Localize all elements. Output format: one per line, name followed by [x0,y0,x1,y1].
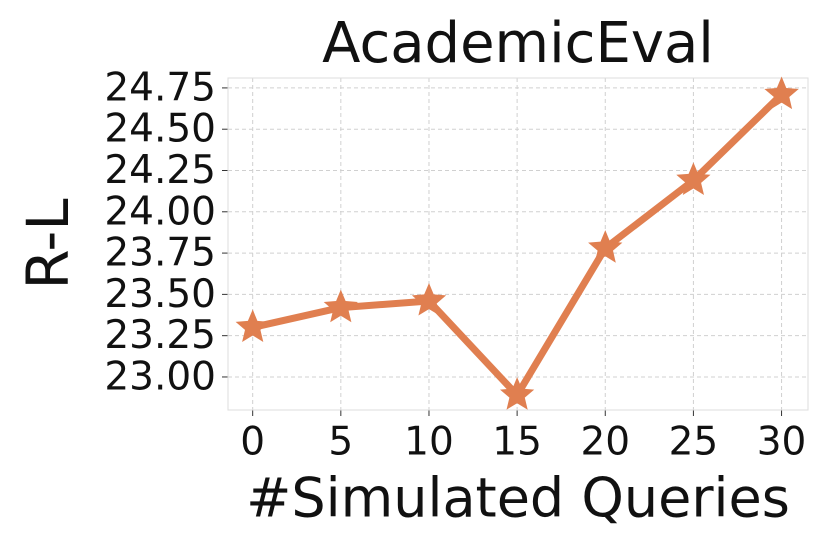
y-tick-label: 24.75 [104,65,216,110]
x-tick-label: 30 [757,420,807,465]
marker [764,76,799,110]
marker [500,377,535,410]
x-tick-label: 25 [669,420,719,465]
x-tick-label: 20 [580,420,630,465]
x-axis-label: #Simulated Queries [246,467,790,530]
x-tick-label: 5 [328,420,353,465]
y-tick-label: 24.25 [104,148,216,193]
marker [588,230,623,263]
x-tick-label: 0 [240,420,265,465]
y-axis-label: R-L [14,198,82,289]
y-tick-label: 24.50 [104,107,216,152]
y-tick-label: 23.75 [104,231,216,276]
marker [235,309,270,342]
plot-frame [227,77,809,411]
chart-title: AcademicEval [322,11,714,76]
x-tick-label: 15 [492,420,542,465]
y-tick-label: 24.00 [104,189,216,234]
marker [676,162,711,195]
marker [323,289,358,323]
x-tick-label: 10 [404,420,454,465]
marker [411,283,447,316]
y-tick-label: 23.50 [104,272,216,317]
y-tick-label: 23.25 [104,313,216,358]
y-tick-label: 23.00 [104,354,216,399]
line [251,92,784,399]
